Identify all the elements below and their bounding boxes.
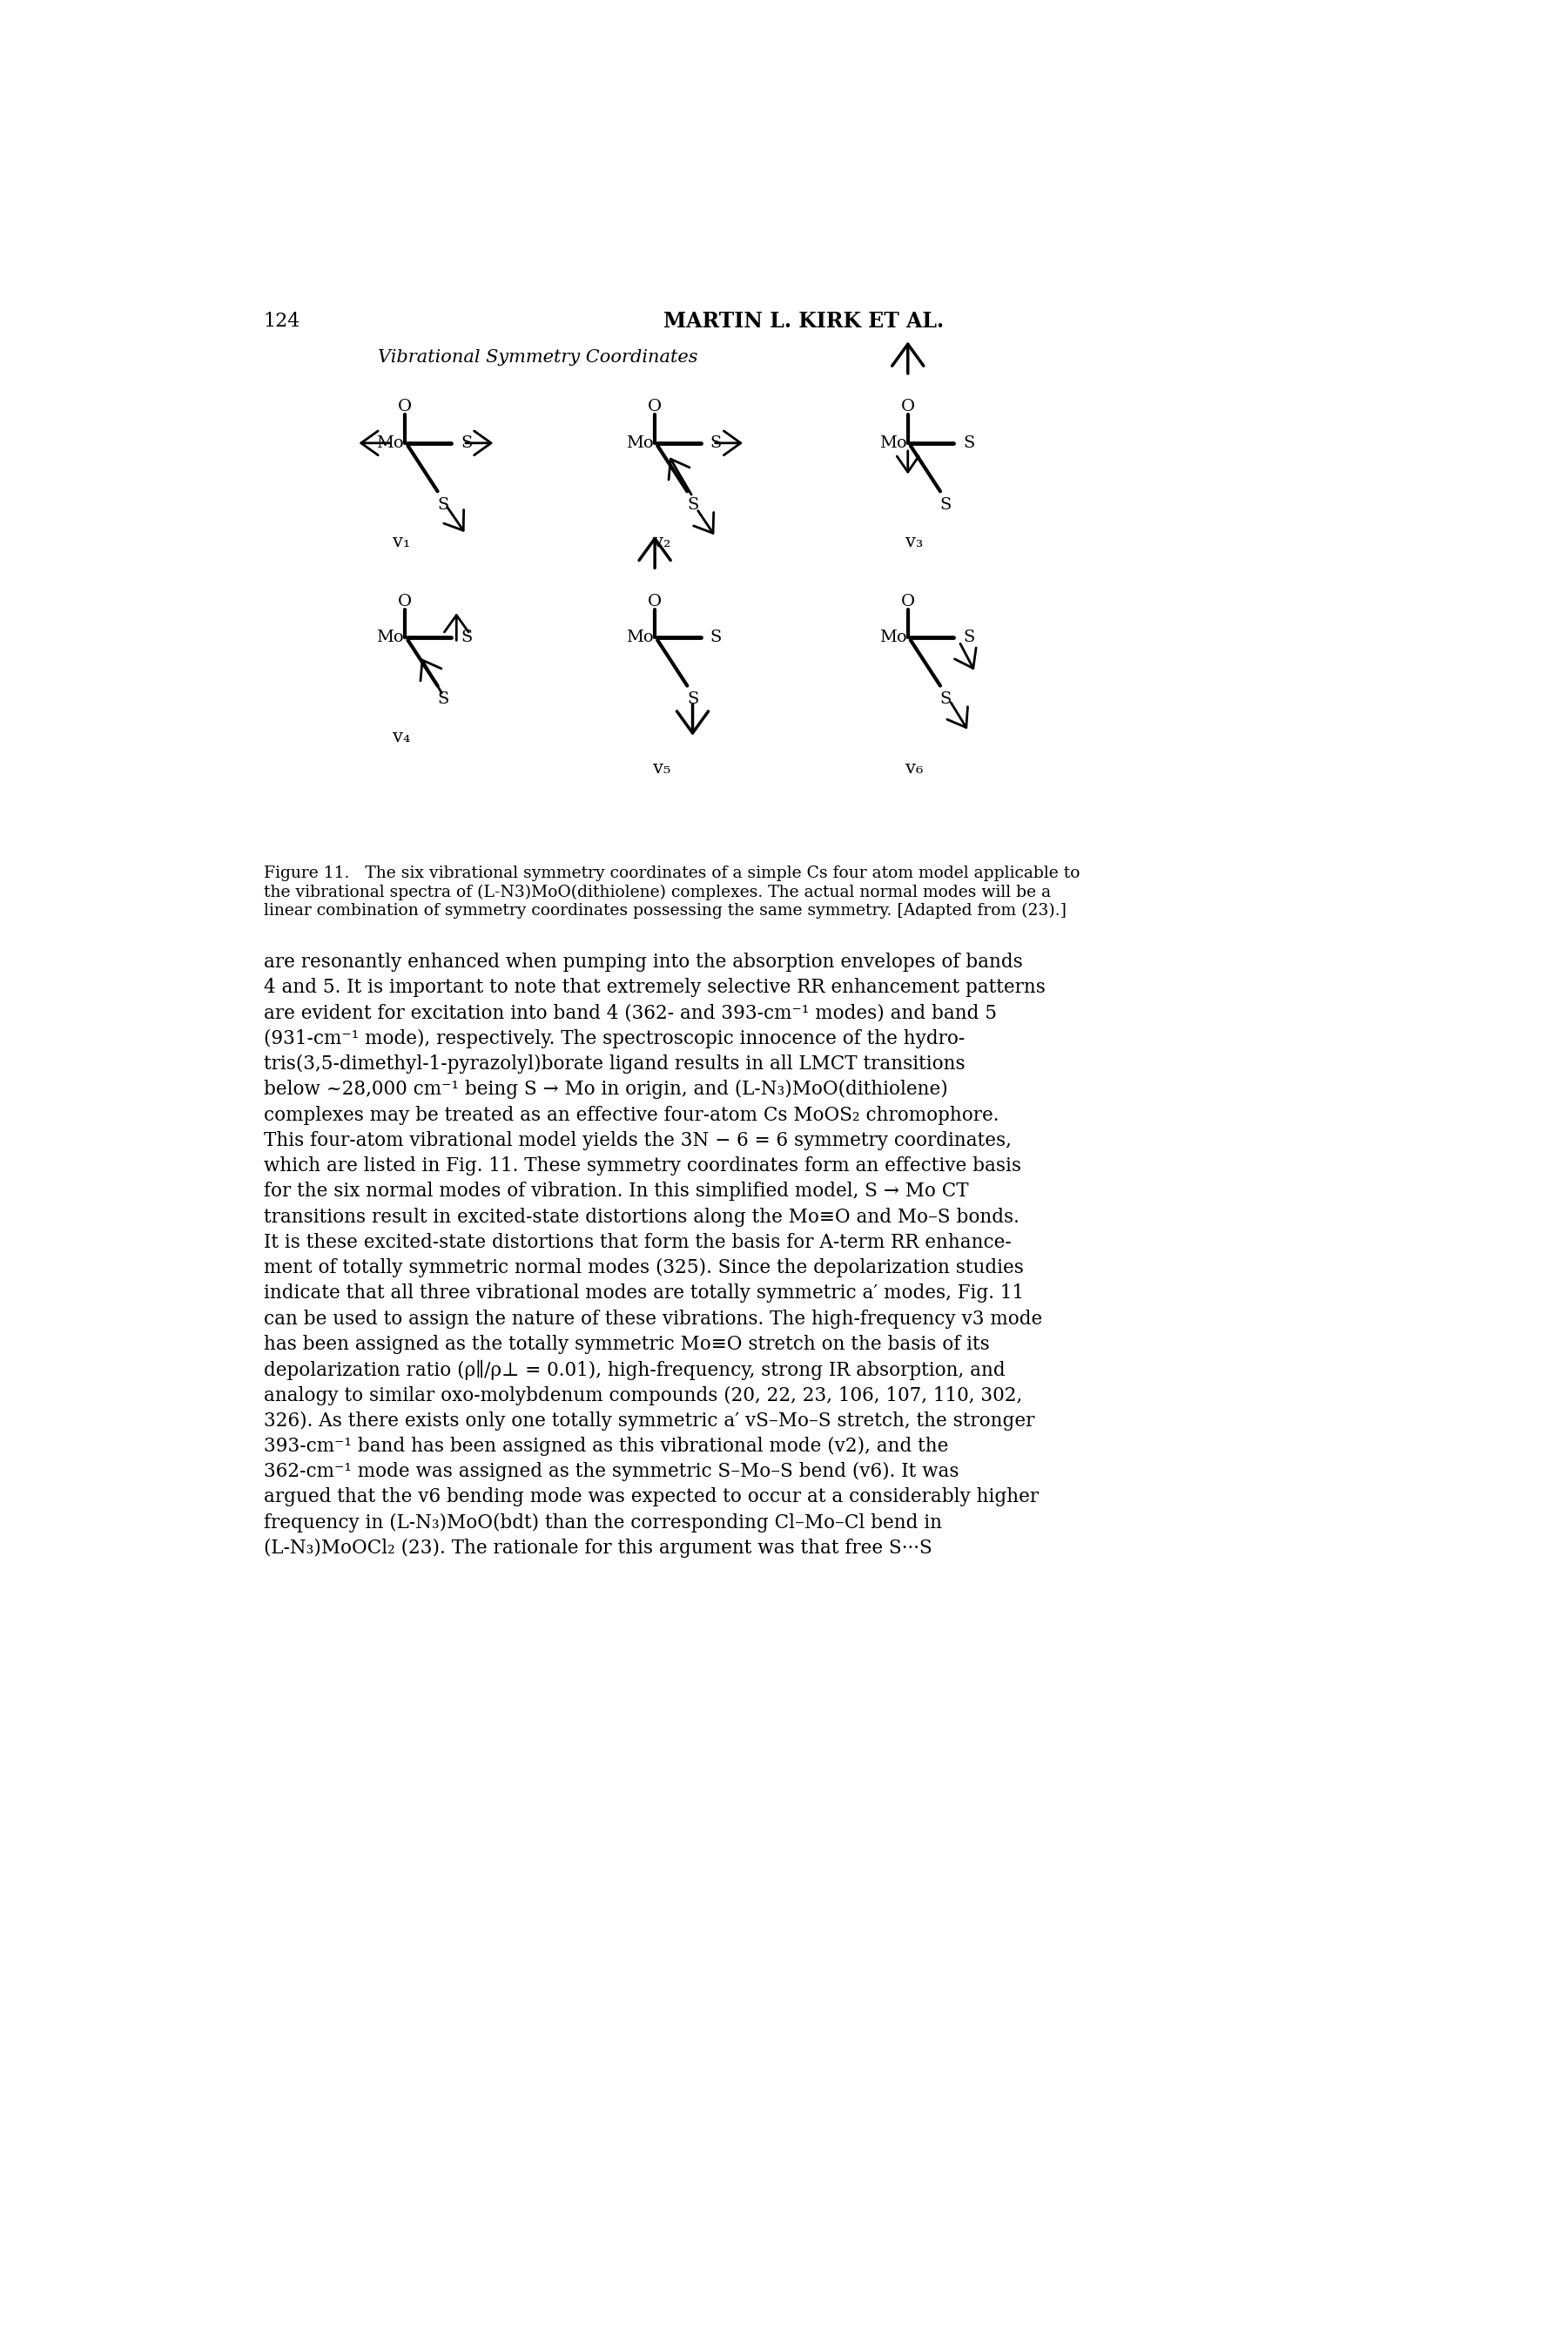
- Text: S: S: [461, 630, 472, 644]
- Text: Mo: Mo: [880, 630, 906, 644]
- Text: v₄: v₄: [394, 729, 411, 745]
- FancyArrowPatch shape: [897, 451, 919, 473]
- Text: v₁: v₁: [394, 534, 411, 550]
- Text: 124: 124: [263, 310, 301, 331]
- Text: (931-cm⁻¹ mode), respectively. The spectroscopic innocence of the hydro-: (931-cm⁻¹ mode), respectively. The spect…: [263, 1030, 964, 1049]
- Text: O: O: [398, 400, 412, 414]
- Text: Mo: Mo: [376, 630, 405, 644]
- Text: 362-cm⁻¹ mode was assigned as the symmetric S–Mo–S bend (v6). It was: 362-cm⁻¹ mode was assigned as the symmet…: [263, 1462, 958, 1481]
- Text: indicate that all three vibrational modes are totally symmetric a′ modes, Fig. 1: indicate that all three vibrational mode…: [263, 1284, 1024, 1302]
- Text: transitions result in excited-state distortions along the Mo≡O and Mo–S bonds.: transitions result in excited-state dist…: [263, 1208, 1019, 1227]
- Text: v₆: v₆: [906, 759, 924, 776]
- Text: S: S: [963, 435, 975, 451]
- Text: S: S: [710, 435, 721, 451]
- Text: O: O: [648, 400, 662, 414]
- Text: frequency in (L-N₃)MoO(bdt) than the corresponding Cl–Mo–Cl bend in: frequency in (L-N₃)MoO(bdt) than the cor…: [263, 1514, 942, 1533]
- Text: can be used to assign the nature of these vibrations. The high-frequency v3 mode: can be used to assign the nature of thes…: [263, 1310, 1043, 1328]
- Text: 393-cm⁻¹ band has been assigned as this vibrational mode (v2), and the: 393-cm⁻¹ band has been assigned as this …: [263, 1436, 949, 1455]
- Text: are resonantly enhanced when pumping into the absorption envelopes of bands: are resonantly enhanced when pumping int…: [263, 952, 1022, 971]
- FancyArrowPatch shape: [444, 616, 469, 639]
- Text: S: S: [437, 691, 448, 708]
- FancyArrowPatch shape: [444, 508, 464, 531]
- Text: This four-atom vibrational model yields the 3N − 6 = 6 symmetry coordinates,: This four-atom vibrational model yields …: [263, 1131, 1011, 1150]
- FancyArrowPatch shape: [668, 458, 691, 494]
- FancyArrowPatch shape: [693, 510, 713, 534]
- Text: complexes may be treated as an effective four-atom Cs MoOS₂ chromophore.: complexes may be treated as an effective…: [263, 1105, 999, 1124]
- Text: are evident for excitation into band 4 (362- and 393-cm⁻¹ modes) and band 5: are evident for excitation into band 4 (…: [263, 1004, 997, 1023]
- Text: Mo: Mo: [626, 630, 654, 644]
- Text: S: S: [710, 630, 721, 644]
- Text: Mo: Mo: [376, 435, 405, 451]
- Text: linear combination of symmetry coordinates possessing the same symmetry. [Adapte: linear combination of symmetry coordinat…: [263, 903, 1066, 919]
- Text: v₃: v₃: [906, 534, 924, 550]
- Text: (L-N₃)MoOCl₂ (23). The rationale for this argument was that free S···S: (L-N₃)MoOCl₂ (23). The rationale for thi…: [263, 1538, 931, 1559]
- FancyArrowPatch shape: [420, 661, 442, 694]
- Text: v₅: v₅: [652, 759, 671, 776]
- Text: tris(3,5-dimethyl-1-pyrazolyl)borate ligand results in all LMCT transitions: tris(3,5-dimethyl-1-pyrazolyl)borate lig…: [263, 1056, 964, 1074]
- Text: It is these excited-state distortions that form the basis for A-term RR enhance-: It is these excited-state distortions th…: [263, 1232, 1011, 1253]
- Text: v₂: v₂: [652, 534, 671, 550]
- Text: S: S: [461, 435, 472, 451]
- Text: below ~28,000 cm⁻¹ being S → Mo in origin, and (L-N₃)MoO(dithiolene): below ~28,000 cm⁻¹ being S → Mo in origi…: [263, 1079, 947, 1100]
- Text: S: S: [437, 496, 448, 513]
- Text: O: O: [902, 592, 914, 609]
- Text: MARTIN L. KIRK ET AL.: MARTIN L. KIRK ET AL.: [663, 310, 944, 331]
- Text: S: S: [939, 691, 952, 708]
- FancyArrowPatch shape: [466, 430, 491, 456]
- Text: 326). As there exists only one totally symmetric a′ vS–Mo–S stretch, the stronge: 326). As there exists only one totally s…: [263, 1411, 1035, 1429]
- Text: has been assigned as the totally symmetric Mo≡O stretch on the basis of its: has been assigned as the totally symmetr…: [263, 1335, 989, 1354]
- FancyArrowPatch shape: [361, 430, 390, 456]
- Text: O: O: [648, 592, 662, 609]
- FancyArrowPatch shape: [715, 430, 740, 456]
- Text: O: O: [902, 400, 914, 414]
- Text: S: S: [939, 496, 952, 513]
- Text: S: S: [963, 630, 975, 644]
- Text: analogy to similar oxo-molybdenum compounds (20, 22, 23, 106, 107, 110, 302,: analogy to similar oxo-molybdenum compou…: [263, 1385, 1022, 1406]
- FancyArrowPatch shape: [955, 644, 975, 668]
- Text: 4 and 5. It is important to note that extremely selective RR enhancement pattern: 4 and 5. It is important to note that ex…: [263, 978, 1046, 997]
- Text: Mo: Mo: [626, 435, 654, 451]
- Text: Vibrational Symmetry Coordinates: Vibrational Symmetry Coordinates: [378, 348, 698, 364]
- Text: Mo: Mo: [880, 435, 906, 451]
- Text: for the six normal modes of vibration. In this simplified model, S → Mo CT: for the six normal modes of vibration. I…: [263, 1183, 969, 1201]
- Text: ment of totally symmetric normal modes (325). Since the depolarization studies: ment of totally symmetric normal modes (…: [263, 1258, 1024, 1277]
- Text: O: O: [398, 592, 412, 609]
- FancyArrowPatch shape: [677, 705, 709, 734]
- Text: argued that the v6 bending mode was expected to occur at a considerably higher: argued that the v6 bending mode was expe…: [263, 1488, 1038, 1507]
- Text: S: S: [687, 496, 698, 513]
- FancyArrowPatch shape: [947, 703, 967, 726]
- Text: which are listed in Fig. 11. These symmetry coordinates form an effective basis: which are listed in Fig. 11. These symme…: [263, 1157, 1021, 1176]
- FancyArrowPatch shape: [892, 343, 924, 374]
- Text: S: S: [687, 691, 698, 708]
- Text: depolarization ratio (ρ∥/ρ⊥ = 0.01), high-frequency, strong IR absorption, and: depolarization ratio (ρ∥/ρ⊥ = 0.01), hig…: [263, 1361, 1005, 1380]
- FancyArrowPatch shape: [640, 538, 671, 569]
- Text: the vibrational spectra of (L-N3)MoO(dithiolene) complexes. The actual normal mo: the vibrational spectra of (L-N3)MoO(dit…: [263, 884, 1051, 900]
- Text: Figure 11.   The six vibrational symmetry coordinates of a simple Cs four atom m: Figure 11. The six vibrational symmetry …: [263, 865, 1080, 882]
